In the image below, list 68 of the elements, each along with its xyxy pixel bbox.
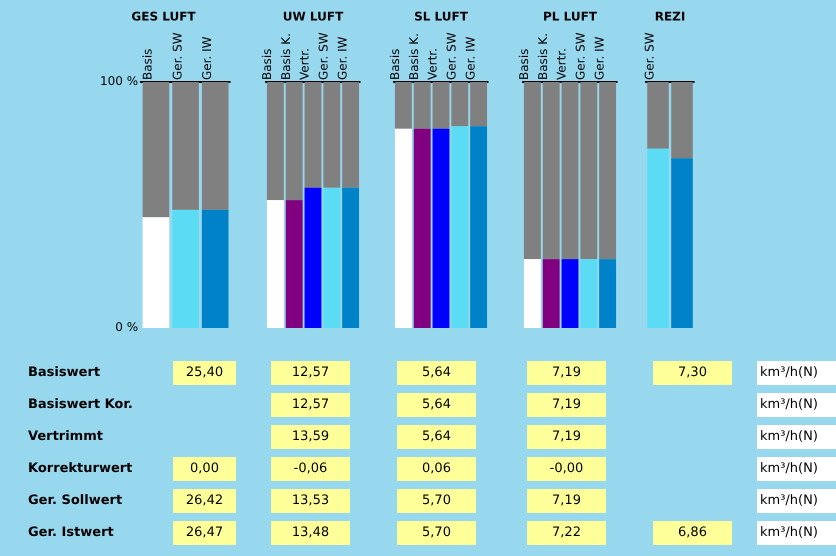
text: 7,22	[552, 525, 581, 540]
text: km³/h(N)	[760, 525, 818, 540]
text: 13,53	[292, 493, 330, 508]
x-tick-label: Ger. IW	[200, 36, 214, 80]
text: 26,42	[186, 493, 224, 508]
text: 0,00	[190, 461, 219, 476]
chart-title: SL LUFT	[414, 9, 469, 24]
text: 7,19	[552, 429, 581, 444]
x-tick-label: Basis K.	[536, 33, 550, 80]
category-label: Ger. Sollwert	[28, 493, 122, 508]
category-label: Korrekturwert	[28, 461, 132, 476]
x-tick-label: Ger. SW	[642, 32, 657, 80]
text: 0,06	[422, 461, 451, 476]
y-tick-label: 0 %	[115, 320, 138, 334]
bar	[142, 82, 170, 218]
bar	[172, 210, 199, 328]
chart-title: GES LUFT	[131, 9, 196, 24]
category-label: Basiswert Kor.	[28, 397, 133, 412]
x-tick-label: Vertr.	[426, 48, 440, 80]
text: km³/h(N)	[760, 461, 818, 476]
x-tick-label: Ger. IW	[335, 36, 350, 80]
text: 5,70	[422, 493, 451, 508]
text: 7,30	[678, 365, 707, 380]
bar	[142, 217, 170, 328]
chart-title: UW LUFT	[282, 9, 344, 24]
bar	[202, 82, 229, 210]
x-tick-label: Ger. SW	[170, 32, 184, 80]
x-tick-label: Vertr.	[554, 48, 569, 80]
chart-title: PL LUFT	[543, 9, 598, 24]
x-tick-label: Basis	[388, 48, 402, 80]
x-tick-label: Basis K.	[278, 33, 293, 80]
text: km³/h(N)	[760, 365, 818, 380]
bar	[202, 210, 229, 328]
text: 12,57	[292, 397, 330, 412]
category-label: Vertrimmt	[28, 429, 103, 444]
text: 5,64	[422, 365, 451, 380]
text: km³/h(N)	[760, 493, 818, 508]
x-tick-label: Ger. IW	[463, 36, 478, 80]
x-tick-label: Basis K.	[406, 33, 421, 80]
x-tick-label: Basis	[140, 48, 155, 80]
text: km³/h(N)	[760, 397, 818, 412]
bar	[172, 82, 199, 210]
text: 5,64	[422, 429, 451, 444]
chart-title: REZI	[654, 9, 686, 24]
text: 7,19	[552, 365, 581, 380]
text: 13,48	[292, 525, 330, 540]
x-tick-label: Ger. SW	[316, 32, 331, 80]
text: km³/h(N)	[760, 429, 818, 444]
text: 7,19	[552, 397, 581, 412]
text: 5,70	[422, 525, 451, 540]
text: -0,00	[550, 461, 584, 476]
x-tick-label: Ger. SW	[444, 32, 459, 80]
x-tick-label: Ger. SW	[574, 32, 588, 80]
x-tick-label: Basis	[260, 48, 274, 80]
text: 26,47	[186, 525, 224, 540]
text: 5,64	[422, 397, 451, 412]
text: 25,40	[186, 365, 224, 380]
text: 13,59	[292, 429, 330, 444]
y-tick-label: 100 %	[100, 74, 138, 88]
x-tick-label: Ger. IW	[592, 36, 606, 80]
text: 7,19	[552, 493, 581, 508]
text: 6,86	[678, 525, 707, 540]
category-label: Basiswert	[28, 365, 100, 380]
x-tick-label: Basis	[517, 48, 532, 80]
x-tick-label: Vertr.	[298, 48, 312, 80]
text: -0,06	[294, 461, 328, 476]
text: 12,57	[292, 365, 330, 380]
category-label: Ger. Istwert	[28, 525, 114, 540]
